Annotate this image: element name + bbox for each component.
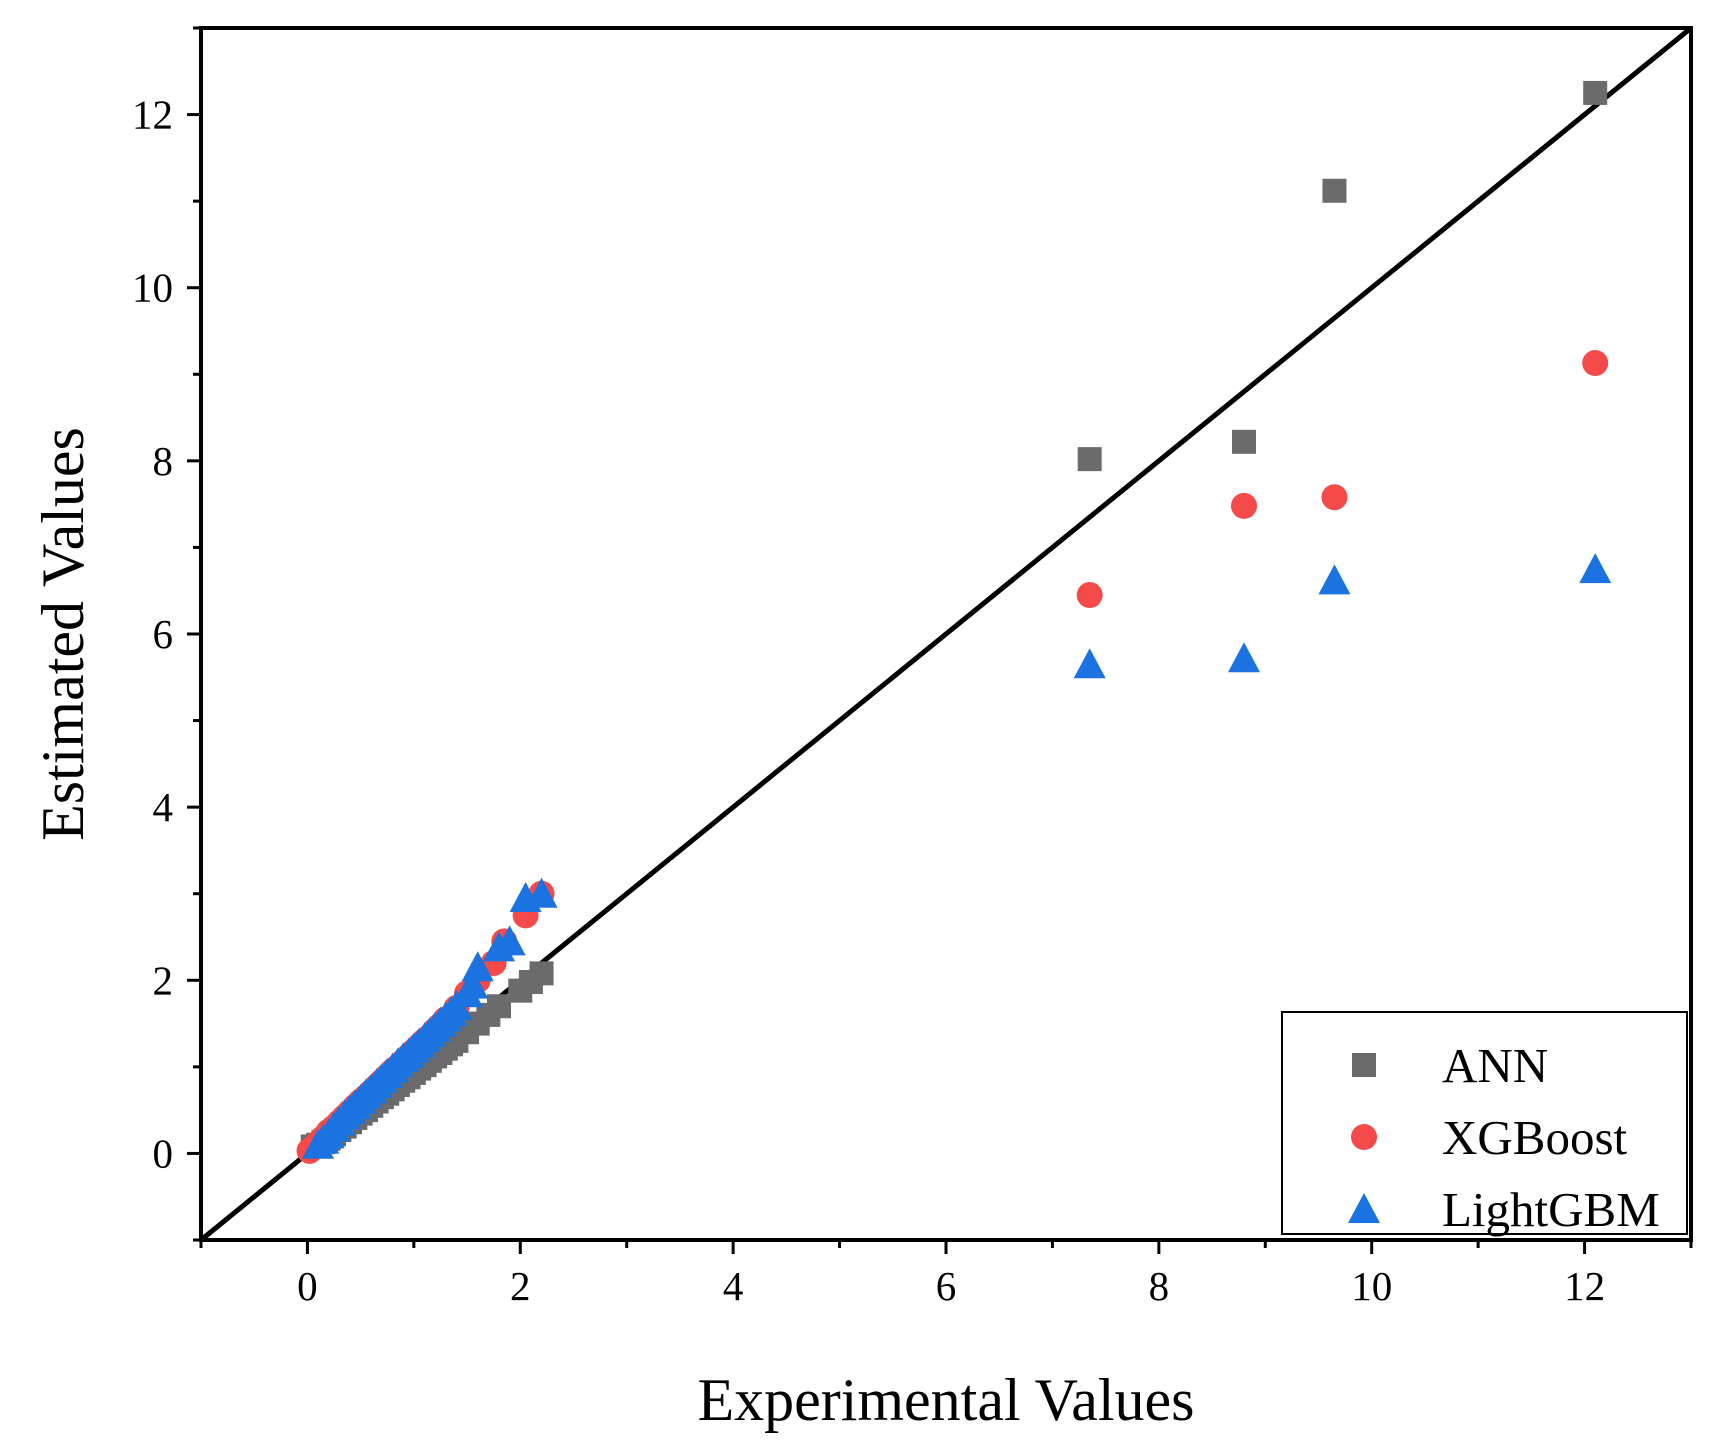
- y-tick-label: 0: [153, 1130, 174, 1176]
- y-tick-label: 4: [153, 784, 174, 830]
- series-lightgbm: [302, 553, 1612, 1159]
- xgboost-point: [1321, 484, 1348, 511]
- lightgbm-point: [1318, 564, 1351, 595]
- legend-label-lightgbm: LightGBM: [1442, 1182, 1660, 1237]
- y-tick-label: 6: [153, 611, 174, 657]
- data-points-layer: [296, 80, 1612, 1164]
- y-tick-label: 12: [132, 92, 173, 138]
- x-axis-title: Experimental Values: [697, 1367, 1194, 1433]
- y-axis-title: Estimated Values: [30, 427, 96, 841]
- ann-point: [1232, 429, 1256, 454]
- ann-point: [1583, 80, 1608, 105]
- ann-point: [1322, 178, 1347, 203]
- legend: ANN XGBoost LightGBM: [1281, 1011, 1688, 1237]
- legend-label-ann: ANN: [1442, 1038, 1548, 1093]
- legend-marker-ann: [1352, 1053, 1376, 1077]
- xgboost-point: [1582, 350, 1609, 377]
- x-tick-label: 12: [1564, 1263, 1605, 1309]
- y-tick-label: 10: [132, 265, 173, 311]
- x-tick-label: 4: [723, 1263, 744, 1309]
- x-tick-label: 2: [510, 1263, 531, 1309]
- legend-marker-xgboost: [1351, 1124, 1377, 1150]
- x-tick-label: 0: [297, 1263, 318, 1309]
- ann-point: [487, 994, 511, 1019]
- xgboost-point: [1076, 582, 1103, 609]
- series-ann: [300, 80, 1608, 1159]
- x-tick-label: 10: [1351, 1263, 1392, 1309]
- lightgbm-point: [1073, 648, 1106, 679]
- ticks-layer: 0 2 4 6 8 10 12 0 2 4 6 8 10 12: [132, 26, 1693, 1309]
- lightgbm-point: [456, 968, 489, 999]
- lightgbm-point: [1228, 642, 1260, 673]
- y-tick-label: 8: [153, 438, 174, 484]
- ann-point: [529, 961, 554, 986]
- legend-marker-lightgbm: [1348, 1193, 1380, 1223]
- legend-label-xgboost: XGBoost: [1442, 1110, 1628, 1165]
- legend-box: [1281, 1011, 1688, 1235]
- ann-point: [1077, 447, 1102, 472]
- lightgbm-point: [461, 951, 494, 982]
- y-tick-label: 2: [153, 957, 174, 1003]
- lightgbm-point: [493, 925, 526, 956]
- lightgbm-point: [1579, 553, 1612, 584]
- x-tick-label: 6: [936, 1263, 957, 1309]
- lightgbm-point: [525, 877, 558, 908]
- x-tick-label: 8: [1149, 1263, 1170, 1309]
- xgboost-point: [1231, 492, 1257, 519]
